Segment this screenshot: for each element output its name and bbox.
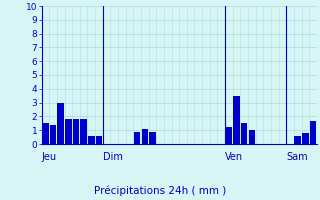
Bar <box>241 123 247 144</box>
Bar <box>294 136 301 144</box>
Bar <box>249 130 255 144</box>
Bar <box>65 119 72 144</box>
Bar <box>73 119 79 144</box>
Bar <box>96 136 102 144</box>
Text: Précipitations 24h ( mm ): Précipitations 24h ( mm ) <box>94 186 226 196</box>
Bar <box>302 133 308 144</box>
Bar <box>141 129 148 144</box>
Text: Jeu: Jeu <box>42 152 57 162</box>
Bar <box>50 125 56 144</box>
Bar <box>233 96 240 144</box>
Bar <box>310 121 316 144</box>
Text: Sam: Sam <box>286 152 308 162</box>
Bar <box>88 136 94 144</box>
Bar <box>134 132 140 144</box>
Bar <box>149 132 156 144</box>
Bar <box>226 127 232 144</box>
Bar <box>42 123 49 144</box>
Text: Ven: Ven <box>225 152 243 162</box>
Bar <box>80 119 87 144</box>
Bar <box>58 103 64 144</box>
Text: Dim: Dim <box>103 152 123 162</box>
